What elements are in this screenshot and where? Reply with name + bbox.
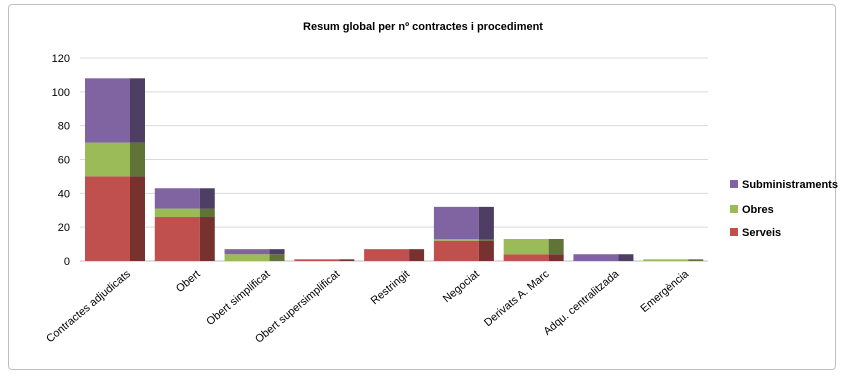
bar-segment [433, 240, 479, 261]
bar-segment-side [618, 254, 634, 261]
bar-segment-side [478, 206, 494, 240]
x-tick-label: Emergència [638, 268, 691, 315]
bar-segment [85, 176, 130, 261]
bar-segment [154, 208, 200, 218]
bar-segment-side [199, 208, 215, 218]
bar-segment [364, 249, 410, 261]
x-tick-label: Obert [174, 268, 203, 295]
bar-segment-side [339, 259, 355, 261]
y-tick-label: 120 [52, 53, 70, 65]
bar-segment [224, 249, 270, 255]
bar-segment [154, 217, 200, 261]
x-tick-label: Restringit [369, 268, 412, 307]
y-tick-label: 20 [58, 222, 70, 234]
bar-segment [224, 254, 270, 261]
y-tick-label: 80 [58, 121, 70, 133]
y-tick-label: 60 [58, 155, 70, 167]
bar-segment-side [548, 254, 564, 261]
legend-swatch [730, 205, 738, 213]
bar-segment-side [199, 188, 215, 209]
bar-segment-side [688, 259, 704, 261]
bar-segment [643, 259, 689, 261]
x-tick-label: Adqu. centralitzada [542, 268, 623, 338]
x-tick-label: Derivats A. Marc [482, 268, 552, 329]
bar-segment [503, 254, 549, 261]
bar-segment [85, 142, 130, 177]
x-tick-label: Negociat [441, 268, 482, 305]
chart-frame [8, 4, 836, 370]
legend-label: Serveis [742, 227, 781, 239]
bar-segment [294, 259, 340, 261]
bar-segment [433, 206, 479, 240]
bar-segment [503, 239, 549, 255]
y-tick-label: 0 [64, 256, 70, 268]
bar-segment-side [269, 254, 285, 261]
legend-swatch [730, 228, 738, 236]
bar-segment [573, 254, 619, 261]
legend-swatch [730, 180, 738, 188]
bar-segment-side [409, 249, 425, 261]
y-tick-label: 40 [58, 188, 70, 200]
legend-label: Obres [742, 204, 774, 216]
bar-segment-side [478, 240, 494, 261]
legend-label: Subministraments [742, 179, 838, 191]
x-tick-label: Contractes adjudicats [44, 268, 133, 346]
bar-segment-side [130, 176, 145, 261]
y-tick-label: 100 [52, 87, 70, 99]
bar-segment-side [269, 249, 285, 255]
bar-segment [85, 78, 130, 143]
bar-segment-side [130, 142, 145, 177]
x-tick-label: Obert simplificat [204, 268, 272, 328]
chart-title: Resum global per nº contractes i procedi… [303, 21, 543, 33]
bar-segment-side [130, 78, 145, 143]
bar-segment-side [548, 239, 564, 255]
bar-segment [433, 239, 479, 241]
bar-segment [154, 188, 200, 209]
bar-segment-side [478, 239, 494, 241]
bar-segment-side [199, 217, 215, 261]
